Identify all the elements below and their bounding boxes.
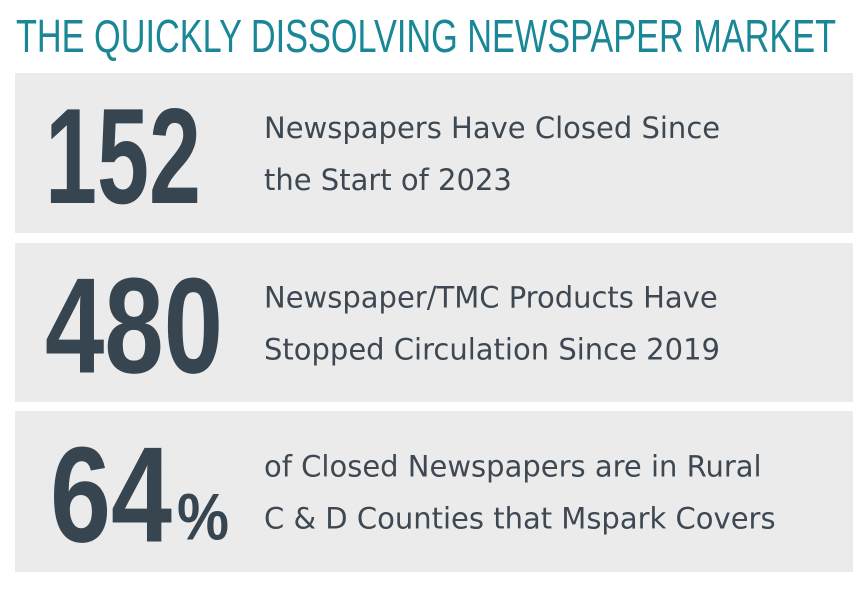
stat-description: Stopped Circulation Since 2019 (264, 333, 720, 367)
stat-panel (15, 243, 853, 402)
stat-description: C & D Counties that Mspark Covers (264, 502, 776, 536)
stat-description: Newspaper/TMC Products Have (264, 281, 718, 315)
stat-number: 64 (50, 419, 172, 571)
stat-unit: % (177, 480, 229, 554)
stat-description: the Start of 2023 (264, 163, 512, 197)
stat-description: of Closed Newspapers are in Rural (264, 450, 762, 484)
stat-number: 152 (45, 80, 201, 232)
title: THE QUICKLY DISSOLVING NEWSPAPER MARKET (16, 10, 836, 62)
stat-description: Newspapers Have Closed Since (264, 111, 720, 145)
stat-panel (15, 73, 853, 233)
stat-number: 480 (45, 250, 223, 402)
stat-panel (15, 411, 853, 572)
